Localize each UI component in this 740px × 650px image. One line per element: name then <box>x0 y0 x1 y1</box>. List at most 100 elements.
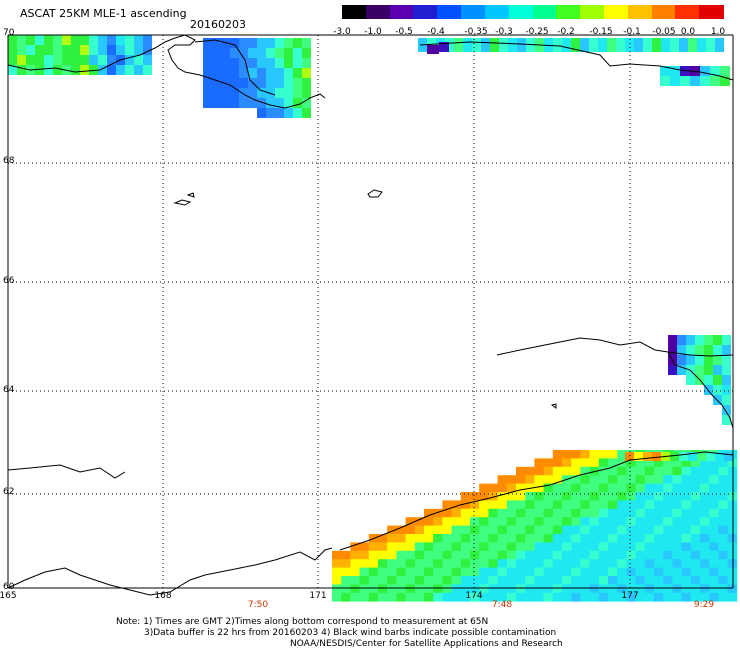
swath-cell <box>463 38 472 52</box>
swath-cell <box>359 559 370 568</box>
swath-cell <box>598 508 609 518</box>
swath-cell <box>580 584 590 594</box>
swath-cell <box>332 584 342 594</box>
swath-cell <box>203 38 212 48</box>
swath-cell <box>626 542 636 552</box>
swath-cell <box>212 98 221 108</box>
swath-cell <box>368 559 379 568</box>
swath-cell <box>644 466 655 476</box>
swath-cell <box>506 525 517 535</box>
swath-cell <box>497 542 508 552</box>
swath-cell <box>451 508 462 518</box>
swath-cell <box>681 458 692 468</box>
swath-cell <box>700 567 710 577</box>
swath-cell <box>221 98 230 108</box>
swath-cell <box>617 584 627 594</box>
swath-cell <box>433 550 443 560</box>
swath-cell <box>284 108 293 118</box>
swath-cell <box>635 492 646 501</box>
swath-cell <box>718 466 728 476</box>
swath-cell <box>257 38 266 48</box>
swath-cell <box>543 483 554 493</box>
swath-cell <box>635 592 646 602</box>
swath-cell <box>681 592 692 602</box>
swath-cell <box>424 508 434 518</box>
swath-cell <box>80 35 89 45</box>
swath-cell <box>552 483 563 493</box>
swath-cell <box>626 483 636 493</box>
swath-cell <box>134 55 143 65</box>
swath-cell <box>552 517 563 526</box>
swath-cell <box>460 550 471 560</box>
swath-cell <box>626 559 636 568</box>
swath-cell <box>668 345 677 355</box>
swath-cell <box>626 576 636 585</box>
swath-cell <box>488 534 498 543</box>
swath-cell <box>414 534 425 543</box>
swath-cell <box>580 450 590 459</box>
swath-cell <box>479 592 489 602</box>
swath-cell <box>143 35 152 45</box>
swath-cell <box>525 517 535 526</box>
swath-cell <box>571 475 581 484</box>
swath-cell <box>479 576 489 585</box>
swath-cell <box>414 525 425 535</box>
swath-cell <box>378 559 388 568</box>
coastline-seward <box>496 337 734 357</box>
swath-cell <box>625 452 634 461</box>
swath-cell <box>8 55 17 65</box>
swath-cell <box>332 576 342 585</box>
swath-cell <box>571 542 581 552</box>
swath-cell <box>562 525 572 535</box>
swath-cell <box>700 525 710 535</box>
swath-cell <box>107 55 116 65</box>
swath-cell <box>552 508 563 518</box>
swath-cell <box>617 517 627 526</box>
swath-cell <box>700 458 710 468</box>
swath-cell <box>562 542 572 552</box>
swath-cell <box>626 534 636 543</box>
coastline-st-lawrence <box>7 464 126 479</box>
swath-cell <box>275 88 284 98</box>
swath-cell <box>626 567 636 577</box>
latitude-label: 66 <box>3 276 15 286</box>
swath-cell <box>571 525 581 535</box>
swath-cell <box>396 567 406 577</box>
swath-cell <box>722 375 731 385</box>
swath-cell <box>506 475 517 484</box>
swath-cell <box>405 525 416 535</box>
swath-cell <box>98 55 107 65</box>
swath-cell <box>44 45 53 55</box>
swath-cell <box>525 576 535 585</box>
swath-cell <box>506 550 517 560</box>
swath-cell <box>451 525 462 535</box>
swath-cell <box>718 517 728 526</box>
swath-cell <box>681 500 692 510</box>
swath-cell <box>516 492 526 501</box>
swath-cell <box>644 550 655 560</box>
colorbar-swatch <box>675 5 700 19</box>
swath-cell <box>116 45 125 55</box>
swath-cell <box>644 592 655 602</box>
swath-cell <box>654 508 664 518</box>
swath-cell <box>663 559 673 568</box>
swath-cell <box>516 534 526 543</box>
swath-cell <box>626 592 636 602</box>
swath-cell <box>525 542 535 552</box>
swath-cell <box>451 500 462 510</box>
swath-cell <box>497 517 508 526</box>
swath-cell <box>598 534 609 543</box>
swath-cell <box>688 38 697 52</box>
swath-cell <box>497 483 508 493</box>
swath-cell <box>284 68 293 78</box>
colorbar-tick-label: 1.0 <box>710 27 726 37</box>
swath-cell <box>626 500 636 510</box>
swath-cell <box>143 65 152 75</box>
swath-cell <box>488 576 498 585</box>
swath-cell <box>635 466 646 476</box>
swath-cell <box>722 355 731 365</box>
swath-cell <box>617 450 627 459</box>
swath-cell <box>626 525 636 535</box>
swath-cell <box>534 492 544 501</box>
swath-cell <box>221 48 230 58</box>
